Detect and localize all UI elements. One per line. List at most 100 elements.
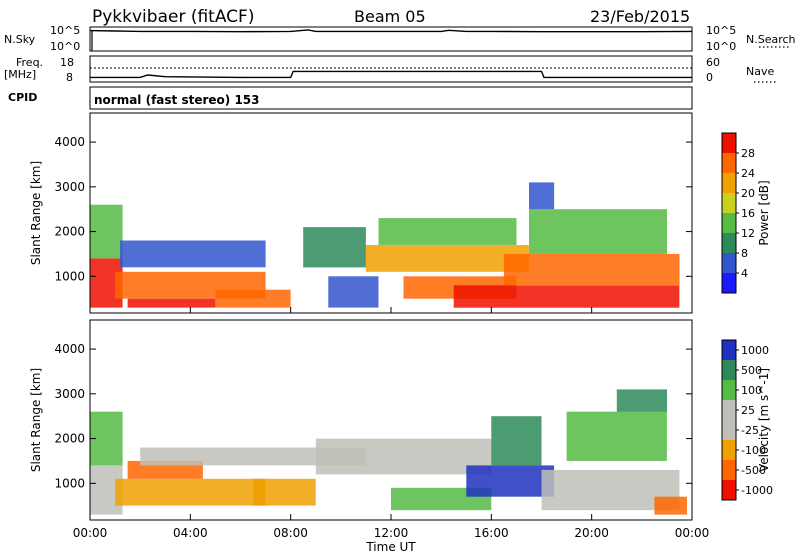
velocity-region (140, 447, 366, 466)
colorbar-tick-label: -100 (741, 444, 766, 457)
colorbar-tick-label: 100 (741, 384, 762, 397)
date-label: 23/Feb/2015 (590, 7, 690, 26)
y-tick-label: 1000 (54, 269, 85, 283)
power-region (529, 209, 667, 254)
beam-label: Beam 05 (354, 7, 426, 26)
nsearch-label: N.Search (746, 33, 796, 46)
power-colorbar-label: Power [dB] (757, 180, 771, 245)
colorbar-swatch (722, 213, 736, 233)
nsky-panel-frame (89, 26, 693, 52)
colorbar-swatch (722, 233, 736, 253)
velocity-region (491, 416, 542, 466)
colorbar-swatch (722, 173, 736, 193)
velocity-region (315, 438, 492, 475)
cpid-label: CPID (8, 91, 37, 104)
y-tick-label: 1000 (54, 476, 85, 490)
power-yticks: 1000 2000 3000 4000 (54, 135, 692, 283)
nave-tick-top: 60 (706, 56, 720, 69)
colorbar-swatch (722, 440, 736, 460)
cpid-text: normal (fast stereo) 153 (94, 93, 260, 107)
velocity-yticks: 1000 2000 3000 4000 (54, 342, 692, 490)
y-tick-label: 3000 (54, 180, 85, 194)
colorbar-swatch (722, 193, 736, 213)
colorbar-swatch (722, 360, 736, 380)
power-region (365, 245, 529, 272)
colorbar-frame (721, 339, 737, 501)
power-region (378, 218, 517, 245)
power-region (328, 276, 379, 308)
colorbar-swatch (722, 480, 736, 500)
freq-label-line2: [MHz] (4, 68, 36, 81)
colorbar-tick-label: 4 (741, 267, 748, 280)
colorbar-swatch (722, 153, 736, 173)
power-region (215, 289, 291, 308)
nave-tick-bottom: 0 (706, 71, 713, 84)
x-tick-label: 12:00 (374, 526, 409, 540)
velocity-region (391, 487, 492, 511)
power-ylabel: Slant Range [km] (29, 161, 43, 265)
x-tick-label: 04:00 (173, 526, 208, 540)
nsearch-tick-top: 10^5 (706, 24, 736, 37)
colorbar-tick-label: -1000 (741, 484, 773, 497)
colorbar-swatch (722, 460, 736, 480)
nave-label: Nave (746, 65, 774, 78)
colorbar-tick-label: 1000 (741, 344, 769, 357)
colorbar-swatch (722, 133, 736, 153)
nsky-series (89, 29, 693, 51)
colorbar-tick-label: 24 (741, 167, 755, 180)
colorbar-swatch (722, 273, 736, 293)
x-tick-label: 08:00 (273, 526, 308, 540)
y-tick-label: 4000 (54, 135, 85, 149)
x-tick-label: 20:00 (574, 526, 609, 540)
velocity-region (654, 496, 687, 515)
nsky-tick-top: 10^5 (50, 24, 80, 37)
power-region (127, 298, 216, 308)
power-panel (90, 182, 680, 308)
velocity-panel (90, 389, 687, 515)
station-title: Pykkvibaer (fitACF) (92, 7, 254, 27)
x-tick-label: 16:00 (474, 526, 509, 540)
colorbar-swatch (722, 253, 736, 273)
freq-series (90, 70, 692, 79)
nsky-label: N.Sky (4, 33, 36, 46)
colorbar-tick-label: 28 (741, 147, 755, 160)
velocity-region (466, 465, 555, 497)
power-region (303, 227, 366, 268)
colorbar-swatch (722, 380, 736, 400)
colorbar-swatch (722, 400, 736, 420)
power-region (453, 285, 680, 308)
y-tick-label: 4000 (54, 342, 85, 356)
y-tick-label: 2000 (54, 432, 85, 446)
freq-panel-frame (89, 55, 693, 83)
power-region (529, 182, 555, 210)
freq-label-line1: Freq. (16, 56, 43, 69)
colorbar-tick-label: 8 (741, 247, 748, 260)
power-colorbar: 4 8 12 16 20 24 28 (721, 132, 755, 294)
x-tick-label: 00:00 (73, 526, 108, 540)
power-region (503, 253, 680, 286)
velocity-region (115, 478, 266, 506)
velocity-region (566, 411, 667, 461)
colorbar-tick-label: 25 (741, 404, 755, 417)
cpid-panel-frame (89, 86, 693, 110)
velocity-region (616, 389, 667, 412)
freq-tick-bottom: 8 (66, 71, 73, 84)
velocity-ylabel: Slant Range [km] (29, 368, 43, 472)
freq-line (90, 70, 692, 79)
nsky-line (89, 29, 693, 33)
velocity-colorbar-label: Velocity [m s^-1] (757, 368, 771, 472)
x-tick-label: 00:00 (675, 526, 710, 540)
colorbar-tick-label: 16 (741, 207, 755, 220)
colorbar-tick-label: 20 (741, 187, 755, 200)
nsky-tick-bottom: 10^0 (50, 40, 80, 53)
time-axis: 00:00 04:00 08:00 12:00 16:00 20:00 00:00 (73, 307, 710, 540)
velocity-colorbar: -1000 -500 -100 -25 25 100 500 1000 (721, 339, 773, 501)
y-tick-label: 2000 (54, 225, 85, 239)
nsearch-tick-bottom: 10^0 (706, 40, 736, 53)
time-axis-label: Time UT (365, 540, 416, 554)
colorbar-tick-label: 500 (741, 364, 762, 377)
colorbar-tick-label: 12 (741, 227, 755, 240)
power-region (120, 240, 266, 268)
